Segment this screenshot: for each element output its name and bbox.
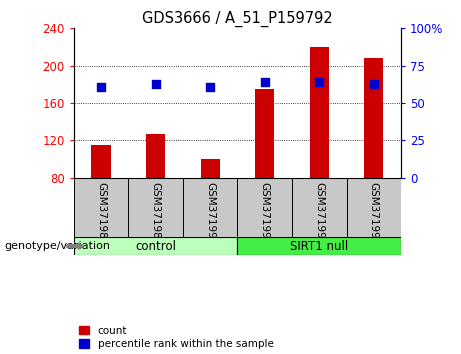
- Text: GSM371989: GSM371989: [151, 182, 160, 246]
- Text: GSM371991: GSM371991: [260, 182, 270, 246]
- Bar: [146, 134, 165, 178]
- Bar: [74, 237, 237, 255]
- Text: genotype/variation: genotype/variation: [5, 241, 111, 251]
- Point: [370, 81, 378, 86]
- Point: [261, 79, 268, 85]
- Point: [315, 79, 323, 85]
- Text: GSM371990: GSM371990: [205, 182, 215, 246]
- Bar: [237, 237, 401, 255]
- Point: [152, 81, 160, 86]
- Legend: count, percentile rank within the sample: count, percentile rank within the sample: [79, 326, 273, 349]
- Bar: [364, 58, 384, 178]
- Bar: [91, 145, 111, 178]
- Text: GSM371988: GSM371988: [96, 182, 106, 246]
- Text: control: control: [135, 240, 176, 252]
- Text: GSM371992: GSM371992: [314, 182, 324, 246]
- Text: GSM371993: GSM371993: [369, 182, 379, 246]
- Title: GDS3666 / A_51_P159792: GDS3666 / A_51_P159792: [142, 11, 333, 27]
- Text: SIRT1 null: SIRT1 null: [290, 240, 349, 252]
- Bar: [201, 159, 220, 178]
- Bar: [255, 89, 274, 178]
- Bar: [310, 47, 329, 178]
- Point: [207, 84, 214, 89]
- Point: [97, 84, 105, 89]
